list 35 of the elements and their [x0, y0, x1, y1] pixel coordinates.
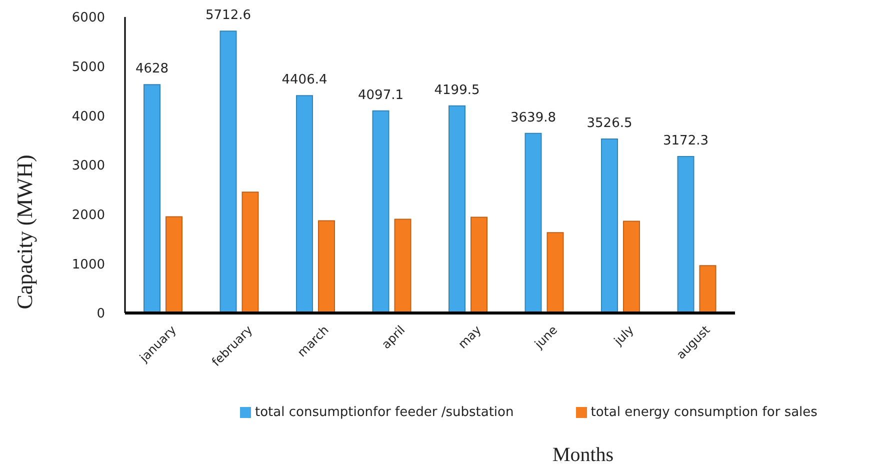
x-axis-title: Months: [552, 444, 614, 466]
bar: [220, 30, 237, 313]
y-tick-label: 0: [96, 306, 105, 322]
bar: [318, 220, 335, 313]
bar: [166, 216, 182, 313]
bar: [699, 265, 716, 313]
data-label: 4199.5: [434, 82, 480, 98]
bar: [677, 156, 694, 313]
bar: [601, 138, 618, 313]
bar: [372, 110, 390, 313]
bar: [144, 84, 160, 313]
bar: [623, 220, 640, 313]
bar: [470, 216, 488, 313]
y-tick-label: 1000: [72, 257, 105, 272]
y-tick-label: 4000: [72, 109, 105, 124]
y-tick-label: 3000: [72, 158, 105, 174]
bar: [448, 105, 466, 313]
bar: [524, 132, 542, 313]
y-tick-label: 2000: [72, 208, 105, 223]
bar: [546, 232, 564, 313]
data-label: 5712.6: [206, 8, 251, 24]
bar: [296, 95, 313, 313]
data-label: 4628: [135, 62, 169, 77]
data-label: 4406.4: [282, 72, 328, 88]
y-tick-label: 5000: [72, 60, 105, 75]
y-axis-title: Capacity (MWH): [12, 154, 37, 310]
legend-label: total energy consumption for sales: [590, 405, 818, 420]
legend-label: total consumptionfor feeder /substation: [255, 405, 514, 420]
bar: [394, 218, 412, 313]
data-label: 3172.3: [663, 134, 708, 148]
bar: [242, 192, 259, 313]
y-tick-label: 6000: [72, 10, 105, 26]
data-label: 3639.8: [510, 110, 556, 126]
data-label: 3526.5: [586, 116, 632, 132]
data-label: 4097.1: [358, 88, 404, 103]
